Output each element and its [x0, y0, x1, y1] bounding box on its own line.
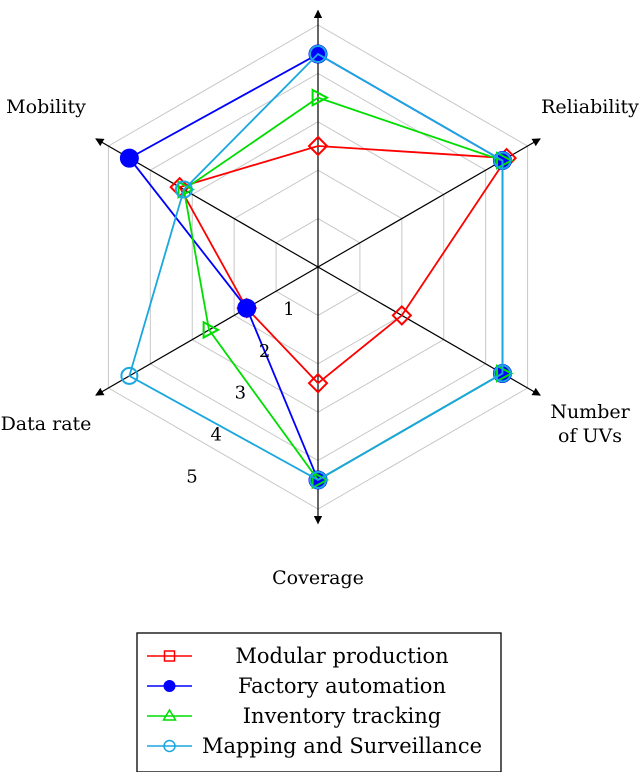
series-3-point-0 — [493, 151, 512, 170]
series-2-point-0 — [496, 151, 514, 170]
tick-label-4: 4 — [210, 425, 221, 446]
legend-label-1: Factory automation — [238, 674, 446, 698]
tick-label-1: 1 — [283, 299, 294, 320]
series-0 — [169, 135, 518, 394]
series-2 — [177, 88, 514, 490]
series-1 — [119, 44, 512, 490]
tick-label-3: 3 — [235, 383, 246, 404]
series-3 — [120, 45, 512, 489]
axis-label-mobility: Mobility — [6, 96, 86, 118]
legend-entry-3: Mapping and Surveillance — [147, 734, 482, 758]
legend-marker-3 — [163, 739, 176, 753]
series-3-point-1 — [493, 364, 512, 383]
series-0-point-5 — [307, 135, 329, 157]
series-0-point-1 — [391, 304, 413, 326]
axis-label-number-of-uvs: Number of UVs — [550, 401, 630, 447]
series-3-point-4 — [174, 180, 193, 199]
legend-label-0: Modular production — [235, 644, 448, 668]
tick-label-5: 5 — [186, 467, 197, 488]
series-2-point-2 — [311, 470, 330, 490]
axis-label-coverage: Coverage — [272, 567, 364, 589]
series-2-point-5 — [311, 88, 330, 107]
axis-label-line: Number — [550, 401, 630, 423]
axis-label-line: Mobility — [6, 96, 86, 118]
legend-label-2: Inventory tracking — [243, 704, 441, 728]
series-3-point-3 — [120, 366, 139, 385]
series-line-3 — [128, 52, 504, 481]
axis-label-reliability: Reliability — [541, 96, 639, 118]
legend: Modular production Factory automation Inve… — [136, 632, 502, 772]
series-2-point-1 — [496, 364, 514, 383]
series-3-point-5 — [309, 45, 327, 64]
legend-entry-0: Modular production — [147, 644, 449, 668]
radar-series — [119, 44, 518, 490]
legend-label-3: Mapping and Surveillance — [202, 734, 482, 758]
axis-label-line: Reliability — [541, 96, 639, 118]
legend-entry-2: Inventory tracking — [147, 704, 441, 728]
legend-box — [136, 632, 502, 772]
series-1-point-4 — [119, 148, 139, 168]
axis-label-line: Coverage — [272, 567, 364, 589]
legend-marker-1 — [163, 680, 176, 692]
axis-label-line: of UVs — [558, 425, 622, 447]
radar-axes — [95, 9, 541, 525]
legend-entry-1: Factory automation — [147, 674, 446, 698]
legend-marker-2 — [162, 708, 177, 721]
series-2-point-4 — [177, 180, 196, 199]
series-1-point-3 — [237, 298, 257, 318]
axis-label-line: Data rate — [1, 413, 92, 435]
axis-label-data-rate: Data rate — [1, 413, 92, 435]
tick-label-2: 2 — [259, 341, 270, 362]
series-3-point-2 — [309, 470, 327, 489]
series-0-point-2 — [307, 372, 329, 394]
series-line-1 — [128, 53, 504, 482]
series-2-point-3 — [202, 320, 221, 340]
legend-marker-0 — [163, 650, 176, 662]
radar-axis-labels: Reliability Number of UVs Coverage Data rate… — [1, 96, 640, 589]
